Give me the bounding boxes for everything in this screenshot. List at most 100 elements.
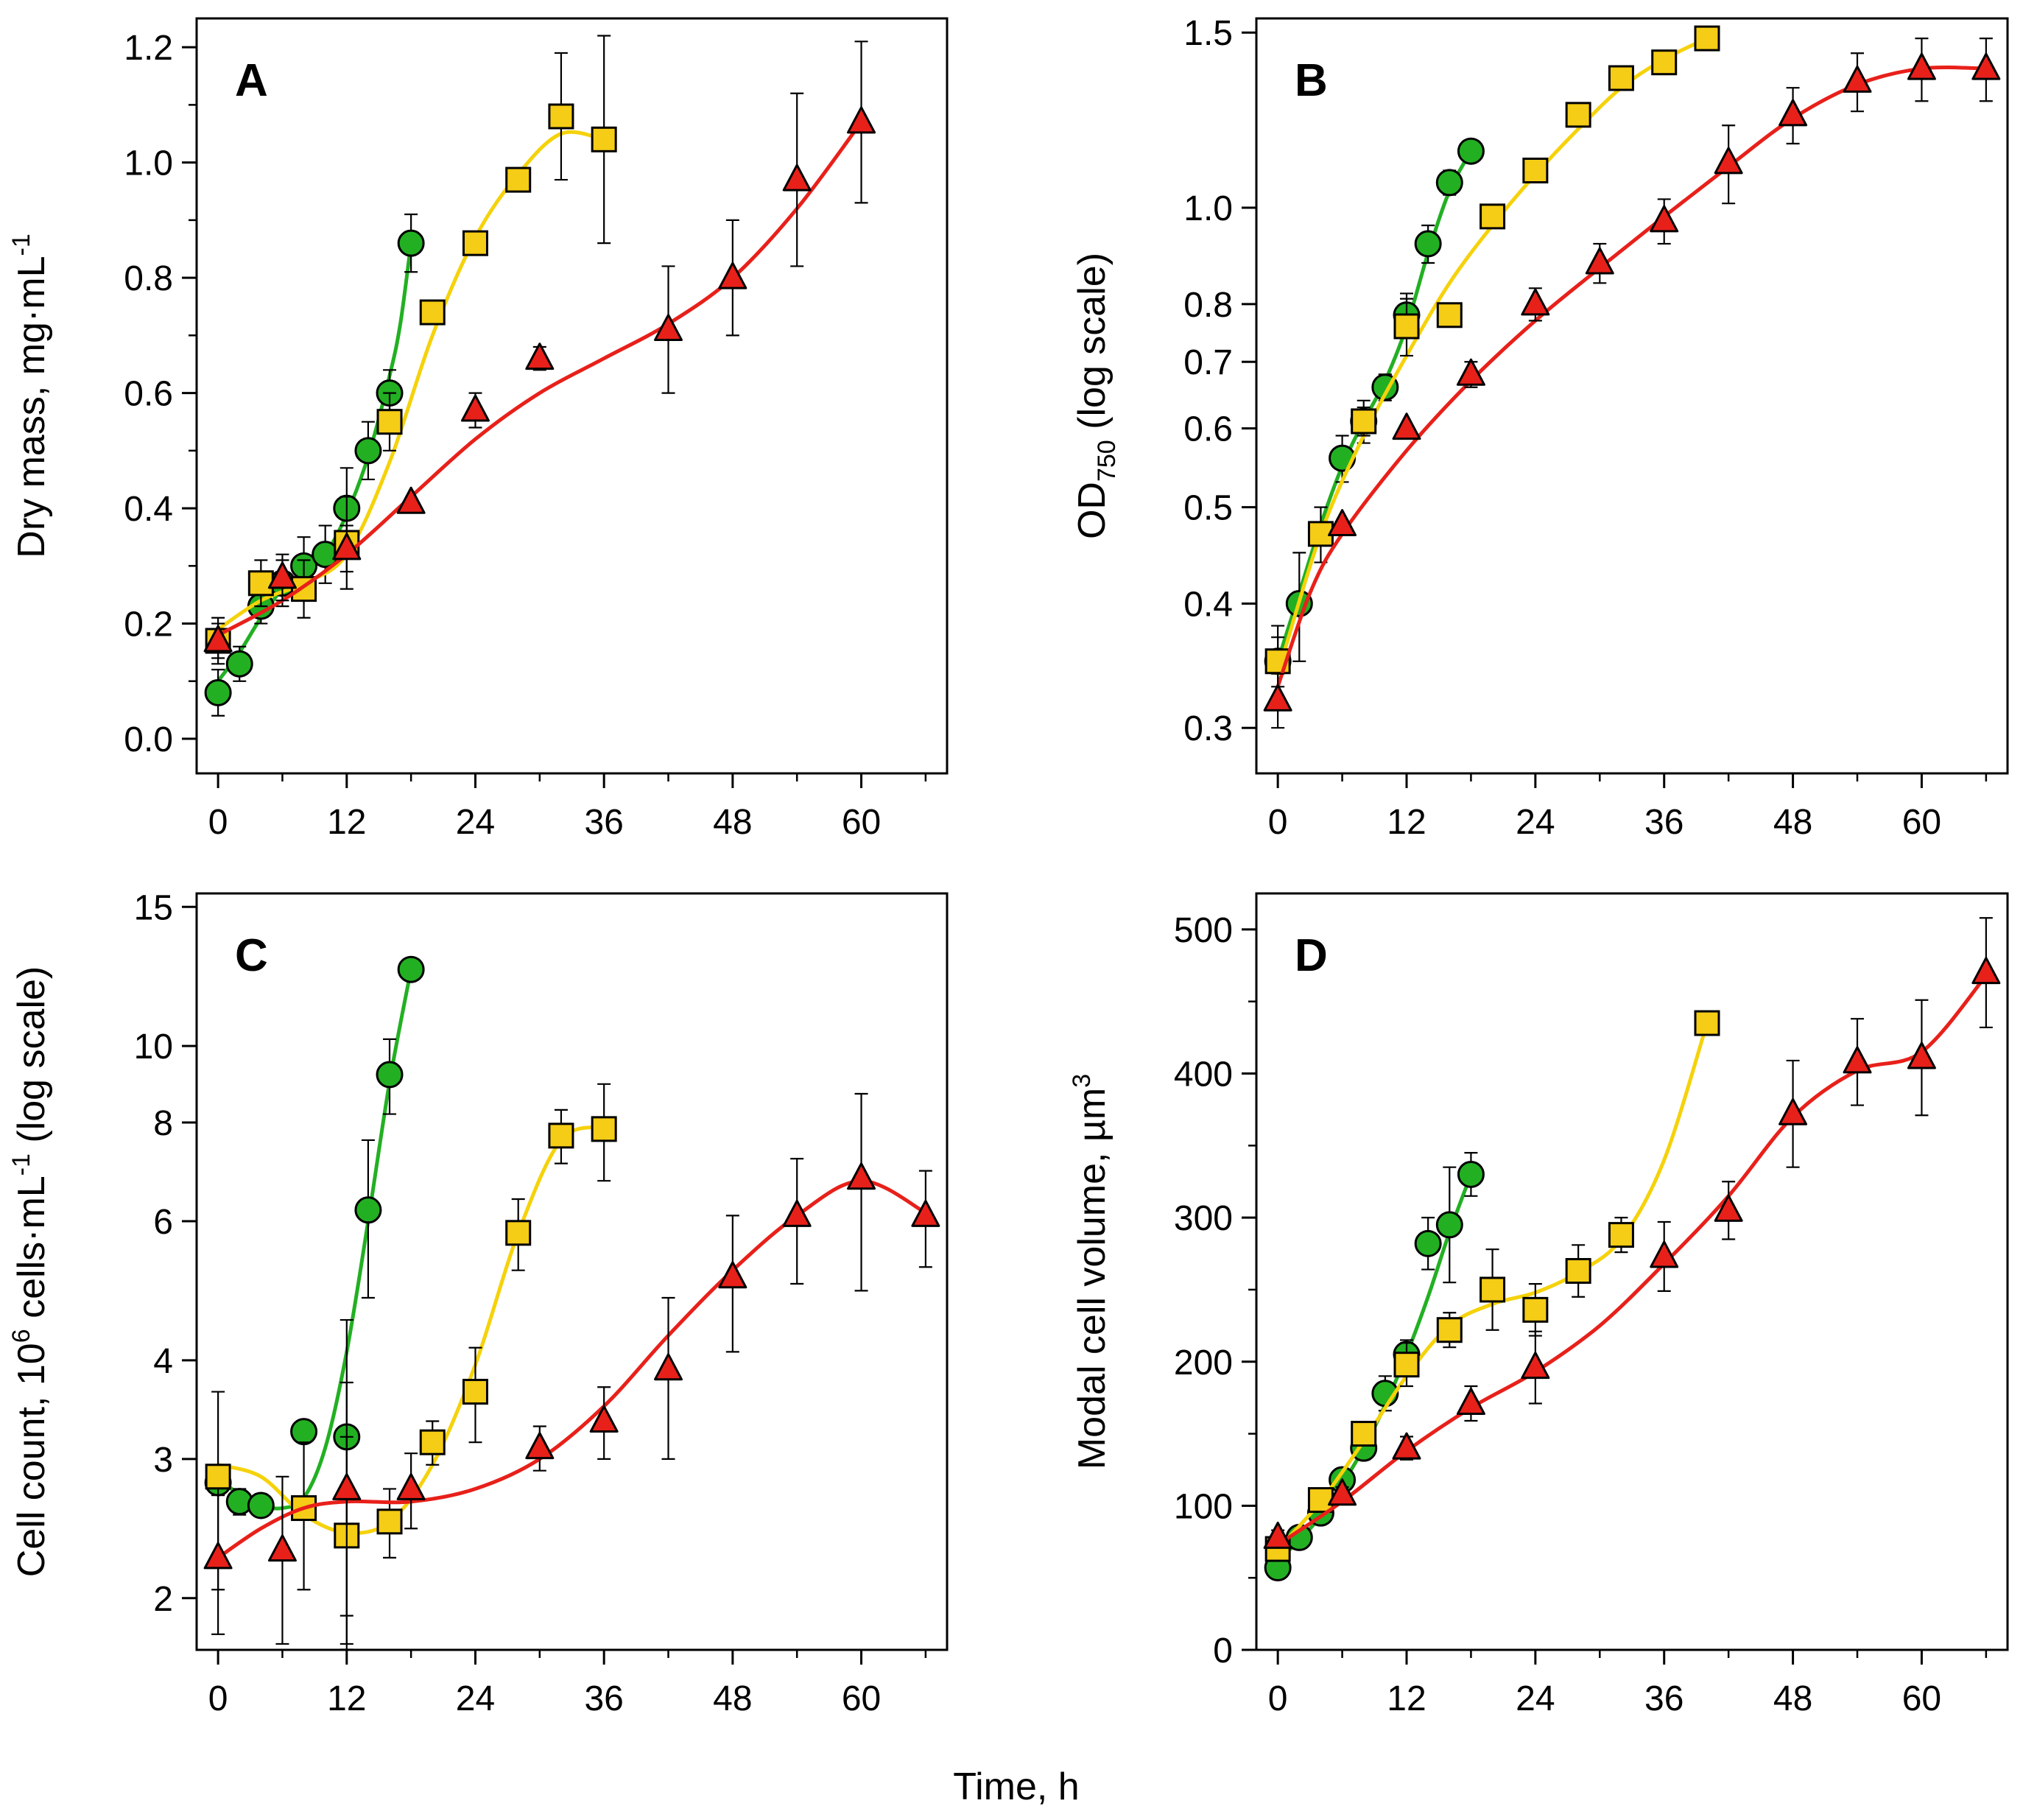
data-point-circle (1414, 230, 1442, 258)
data-point-triangle (267, 561, 297, 589)
data-point-triangle (1971, 52, 2001, 80)
series-squares (205, 35, 617, 659)
data-point-square (1608, 1222, 1634, 1248)
data-point-square (376, 1508, 403, 1535)
y-tick-label: 1.2 (124, 29, 173, 68)
data-point-square (1694, 25, 1720, 52)
data-point-triangle (396, 486, 426, 514)
data-point-square (548, 103, 574, 130)
y-tick-label: 200 (1174, 1343, 1233, 1382)
data-point-triangle (782, 164, 812, 192)
y-tick-label: 1.0 (1183, 189, 1233, 228)
data-point-circle (290, 1418, 318, 1446)
y-axis-label-ylabel: Cell count, 10 (10, 1343, 53, 1577)
data-point-square (1436, 1317, 1463, 1343)
shared-x-axis-label: Time, h (953, 1765, 1079, 1808)
y-tick-label: 10 (134, 1027, 173, 1067)
x-tick-label: 48 (1773, 1679, 1812, 1718)
data-point-triangle (1392, 1432, 1421, 1460)
y-tick-label: 8 (153, 1104, 173, 1143)
data-point-triangle (589, 1405, 619, 1433)
y-tick-label: 0.7 (1183, 343, 1233, 382)
x-tick-label: 48 (713, 803, 752, 842)
data-point-circle (1435, 1211, 1463, 1239)
y-tick-label: 1.5 (1183, 14, 1233, 53)
series-squares (205, 1083, 617, 1651)
x-tick-label: 60 (1902, 803, 1941, 842)
y-axis-label: Modal cell volume, µm3 (1068, 1074, 1113, 1469)
data-point-square (505, 166, 532, 193)
y-axis-label: Dry mass, mg·mL-1 (7, 233, 53, 558)
x-tick-label: 0 (208, 803, 228, 842)
y-tick-label: 1.0 (124, 144, 173, 183)
data-point-triangle (1714, 1194, 1743, 1222)
series-triangles (1263, 38, 2001, 729)
y-axis-label-ylabel: OD (1071, 482, 1113, 539)
data-point-circle (354, 1196, 382, 1224)
data-point-square (419, 299, 446, 326)
x-tick-label: 36 (1644, 803, 1684, 842)
data-point-triangle (1521, 1352, 1550, 1380)
data-point-triangle (654, 1353, 683, 1381)
data-point-square (1480, 1276, 1506, 1303)
data-point-square (1522, 158, 1549, 184)
y-axis-label-ylabel: Dry mass, mg·mL (10, 256, 53, 558)
data-point-circle (1457, 1160, 1485, 1188)
series-triangles (203, 41, 876, 665)
data-point-triangle (1907, 1041, 1936, 1069)
y-tick-label: 300 (1174, 1199, 1233, 1238)
x-tick-label: 60 (842, 803, 881, 842)
data-point-square (1565, 102, 1591, 128)
y-tick-label: 0.4 (1183, 585, 1233, 624)
data-point-triangle (332, 533, 362, 561)
data-point-triangle (396, 1472, 426, 1500)
data-point-square (591, 126, 617, 152)
x-tick-label: 12 (327, 803, 366, 842)
data-point-circle (204, 678, 232, 706)
data-point-triangle (782, 1199, 812, 1227)
y-tick-label: 0.8 (124, 259, 173, 298)
y-axis-label: Cell count, 106 cells·mL-1 (log scale) (7, 966, 53, 1577)
data-point-square (1608, 65, 1634, 91)
x-tick-label: 12 (1387, 1679, 1426, 1718)
data-point-triangle (1971, 957, 2001, 985)
data-point-triangle (1263, 1521, 1292, 1549)
data-point-triangle (1328, 1478, 1357, 1506)
y-axis-label-ylabel-sup2: -1 (7, 1153, 35, 1176)
data-point-circle (225, 650, 253, 678)
data-point-square (247, 570, 274, 597)
data-point-square (591, 1116, 617, 1142)
y-tick-label: 15 (134, 888, 173, 927)
series-curve-triangles (216, 120, 863, 637)
data-point-triangle (1521, 288, 1550, 316)
x-tick-label: 48 (713, 1679, 752, 1718)
data-point-triangle (203, 625, 233, 653)
data-point-triangle (525, 342, 555, 370)
x-tick-label: 36 (584, 1679, 623, 1718)
data-point-triangle (718, 261, 747, 289)
data-point-triangle (1907, 52, 1936, 80)
data-point-square (1694, 1010, 1720, 1036)
data-point-triangle (332, 1472, 362, 1500)
data-point-triangle (460, 394, 490, 422)
data-point-circle (397, 229, 425, 257)
data-point-square (205, 1464, 231, 1490)
x-tick-label: 12 (327, 1679, 366, 1718)
series-curve-circles (1276, 149, 1473, 664)
data-point-triangle (1456, 358, 1485, 386)
series-circles (1264, 1152, 1485, 1581)
y-axis-label-ylabel-suffix: (log scale) (10, 966, 53, 1153)
y-axis-label-ylabel-sup: 3 (1068, 1074, 1096, 1088)
panel-letter: A (235, 55, 268, 106)
data-point-circle (1414, 1229, 1442, 1257)
data-point-triangle (203, 1542, 233, 1570)
y-tick-label: 400 (1174, 1055, 1233, 1095)
data-point-circle (1457, 137, 1485, 165)
panel-b: 0 12 24 36 48 60 0.3 0.4 0.5 0.6 0.7 0.8 1.0 1.5 B OD75… (1071, 14, 2009, 842)
y-tick-label: 4 (153, 1342, 173, 1381)
data-point-circle (247, 1492, 275, 1519)
series-curve-triangles (216, 1178, 928, 1560)
y-tick-label: 0.6 (124, 375, 173, 414)
series-curve-circles (216, 241, 413, 684)
